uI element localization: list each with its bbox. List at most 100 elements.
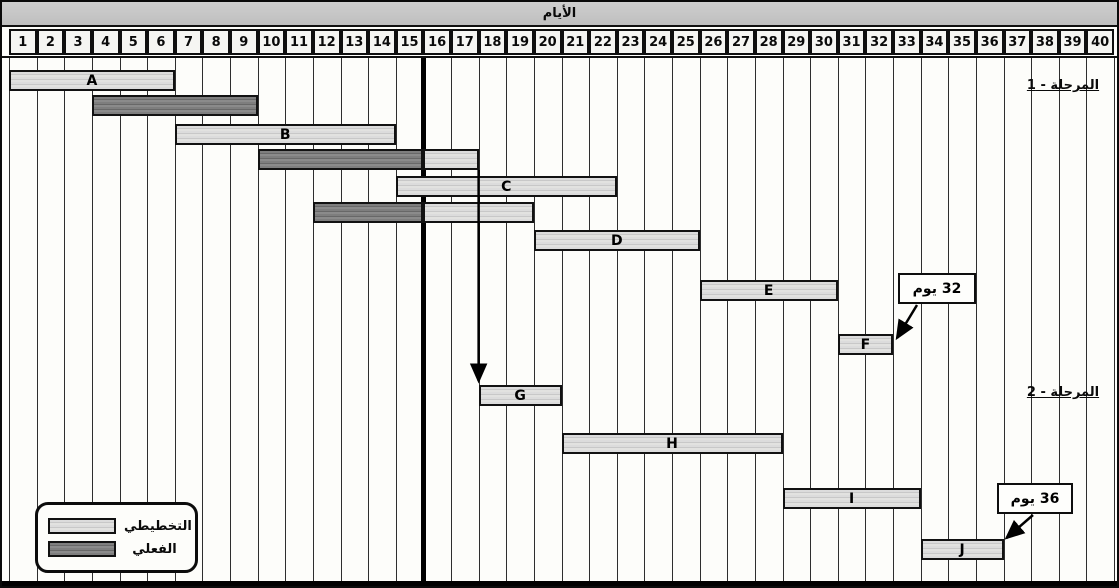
grid-line [1086, 58, 1088, 581]
day-header-cell-14: 14 [368, 29, 396, 55]
task-B-label: B [279, 126, 291, 143]
task-F-planned-bar: F [837, 334, 893, 355]
day-header-cell-26: 26 [699, 29, 728, 55]
task-J-planned-bar: J [920, 539, 1004, 560]
grid-line [1031, 58, 1033, 581]
planned-bar-swatch [48, 518, 116, 534]
task-E-label: E [763, 282, 774, 299]
day-header-cell-15: 15 [395, 29, 424, 55]
day-header-cell-20: 20 [533, 29, 562, 55]
task-C-projected-bar [423, 202, 534, 223]
grid-line [672, 58, 673, 581]
day-header-cell-23: 23 [616, 29, 645, 55]
grid-line [451, 58, 452, 581]
day-header-cell-5: 5 [119, 29, 148, 55]
task-C-planned-bar: C [395, 176, 617, 197]
grid-line [257, 58, 259, 581]
day-header-cell-10: 10 [257, 29, 286, 55]
grid-line [810, 58, 812, 581]
day-header-cell-36: 36 [975, 29, 1004, 55]
legend-actual-label: الفعلي [132, 541, 177, 557]
task-B-actual-bar [257, 149, 424, 170]
day-header-cell-29: 29 [782, 29, 811, 55]
grid-line [533, 58, 535, 581]
day-header-cell-17: 17 [451, 29, 479, 55]
chart-title-bar: الأيام [2, 2, 1117, 27]
day-header-cell-18: 18 [478, 29, 507, 55]
legend-row-actual: الفعلي [48, 541, 185, 557]
task-F-label: F [860, 336, 871, 353]
task-D-label: D [610, 232, 623, 249]
milestone-36-days-callout: 36 يوم [997, 483, 1073, 514]
grid-line [478, 58, 480, 581]
legend-row-planned: التخطيطي [48, 518, 192, 534]
day-header-cell-34: 34 [920, 29, 949, 55]
day-header-cell-2: 2 [36, 29, 65, 55]
day-header-cell-38: 38 [1031, 29, 1059, 55]
task-B-planned-bar: B [174, 124, 396, 145]
day-header-cell-28: 28 [754, 29, 783, 55]
task-B-projected-bar [423, 149, 479, 170]
day-header-cell-24: 24 [644, 29, 672, 55]
grid-line [9, 58, 10, 581]
day-header-cell-7: 7 [174, 29, 203, 55]
day-header-cell-21: 21 [561, 29, 590, 55]
grid-line [727, 58, 729, 581]
grid-line [91, 58, 93, 581]
task-A-actual-bar [91, 95, 258, 116]
task-I-planned-bar: I [782, 488, 921, 509]
day-header-cell-30: 30 [810, 29, 838, 55]
grid-line [312, 58, 314, 581]
day-header-cell-4: 4 [91, 29, 120, 55]
day-header-cell-6: 6 [147, 29, 175, 55]
milestone-36-arrow [1004, 514, 1034, 540]
day-header-cell-40: 40 [1086, 29, 1114, 55]
task-J-label: J [959, 541, 965, 558]
day-header-cell-11: 11 [285, 29, 313, 55]
grid-line [644, 58, 646, 581]
task-C-label: C [501, 178, 512, 195]
grid-line [147, 58, 149, 581]
grid-line [920, 58, 922, 581]
milestone-32-arrow [895, 304, 919, 341]
day-header-cell-1: 1 [9, 29, 37, 55]
grid-line [230, 58, 231, 581]
day-header-cell-25: 25 [672, 29, 700, 55]
task-E-planned-bar: E [699, 280, 838, 301]
task-I-label: I [848, 490, 855, 507]
day-header-cell-16: 16 [423, 29, 451, 55]
task-G-label: G [514, 387, 526, 404]
grid-line [202, 58, 204, 581]
day-header-cell-22: 22 [589, 29, 617, 55]
grid-line [1114, 58, 1115, 581]
task-A-planned-bar: A [9, 70, 175, 91]
grid-line [754, 58, 756, 581]
day-header-cell-12: 12 [312, 29, 341, 55]
day-header-cell-35: 35 [948, 29, 976, 55]
grid-line [340, 58, 342, 581]
task-G-planned-bar: G [478, 385, 562, 406]
grid-line [174, 58, 176, 581]
grid-line [975, 58, 977, 581]
grid-line [837, 58, 839, 581]
day-header-cell-13: 13 [340, 29, 369, 55]
day-header-cell-39: 39 [1058, 29, 1087, 55]
day-header-cell-31: 31 [837, 29, 866, 55]
grid-line [64, 58, 66, 581]
day-header-cell-9: 9 [230, 29, 258, 55]
grid-line [368, 58, 370, 581]
grid-line [1058, 58, 1060, 581]
header-divider [2, 56, 1117, 58]
phase-2-label: المرحلة - 2 [1026, 385, 1100, 400]
task-C-actual-bar [312, 202, 424, 223]
grid-line [119, 58, 121, 581]
task-D-planned-bar: D [533, 230, 700, 251]
day-header-cell-37: 37 [1003, 29, 1032, 55]
grid-line [948, 58, 950, 581]
grid-line [782, 58, 784, 581]
day-header-cell-27: 27 [727, 29, 755, 55]
task-A-label: A [86, 72, 98, 89]
day-header-cell-8: 8 [202, 29, 230, 55]
task-H-planned-bar: H [561, 433, 783, 454]
